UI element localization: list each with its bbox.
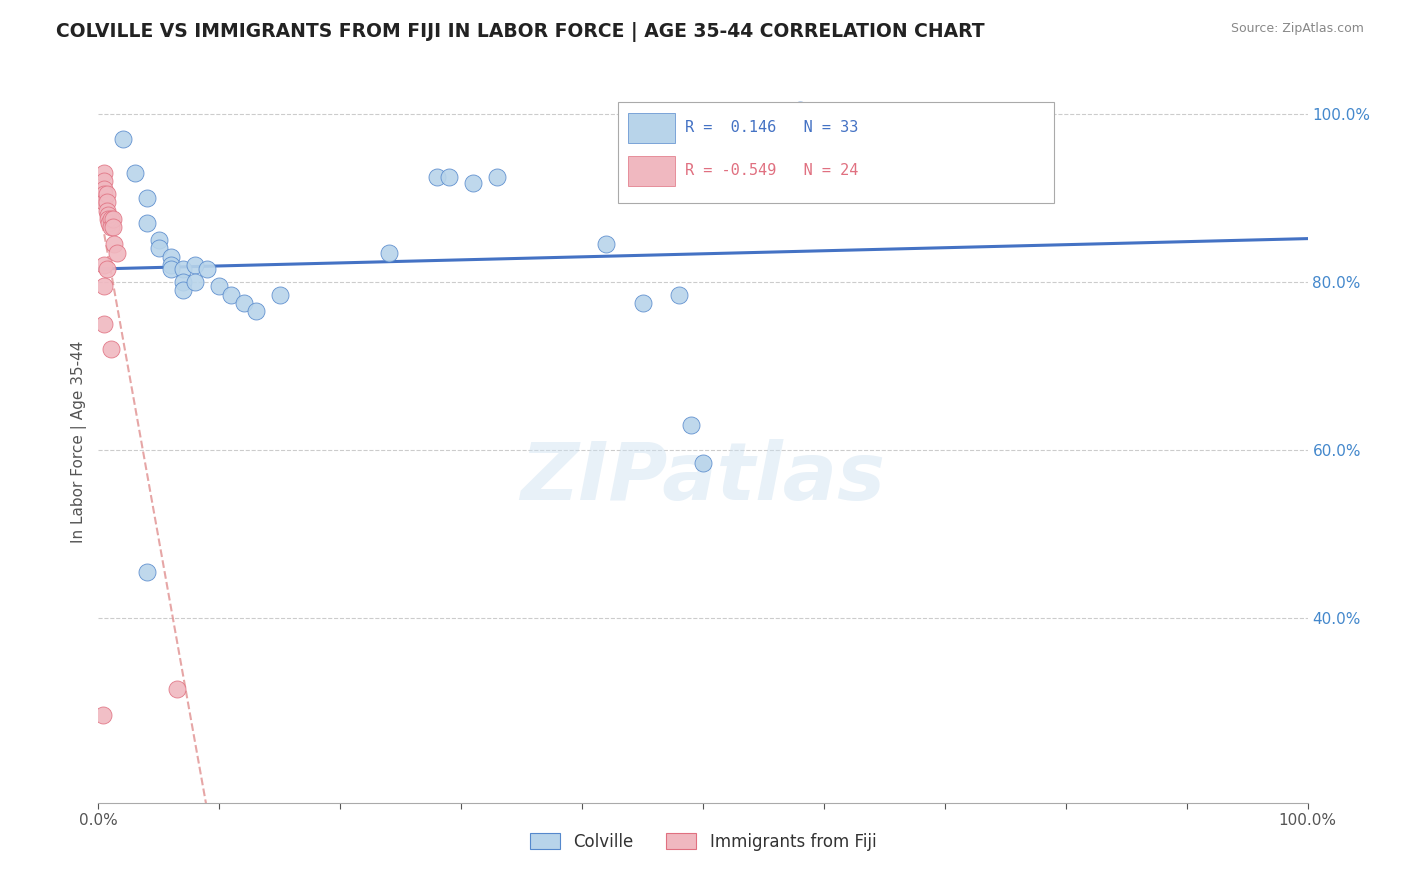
Point xyxy=(486,169,509,184)
Point xyxy=(221,287,243,301)
Point xyxy=(172,262,194,277)
Point xyxy=(166,682,188,697)
Text: R = -0.549   N = 24: R = -0.549 N = 24 xyxy=(685,163,858,178)
Point xyxy=(96,203,118,218)
Point xyxy=(96,262,118,277)
Point xyxy=(98,216,121,230)
Point xyxy=(97,211,120,226)
Point xyxy=(91,707,114,722)
Point xyxy=(93,317,115,331)
Point xyxy=(148,241,170,255)
FancyBboxPatch shape xyxy=(619,102,1053,203)
Point xyxy=(195,262,218,277)
Point xyxy=(692,456,714,470)
Point xyxy=(377,245,399,260)
Point xyxy=(93,166,115,180)
Point xyxy=(105,245,128,260)
Point xyxy=(232,296,254,310)
Point xyxy=(93,186,115,201)
Point xyxy=(463,176,485,190)
Point xyxy=(160,250,183,264)
Point xyxy=(269,287,291,301)
Point xyxy=(789,103,811,117)
Point xyxy=(679,417,702,432)
Point xyxy=(437,169,460,184)
Point xyxy=(103,237,125,252)
Point xyxy=(135,191,157,205)
Point xyxy=(124,166,146,180)
Point xyxy=(135,565,157,579)
Point xyxy=(135,216,157,230)
Point xyxy=(96,195,118,210)
Text: ZIPatlas: ZIPatlas xyxy=(520,439,886,516)
Point xyxy=(100,220,122,235)
FancyBboxPatch shape xyxy=(628,156,675,186)
Point xyxy=(100,342,122,356)
Point xyxy=(96,186,118,201)
Point xyxy=(100,211,122,226)
Point xyxy=(631,296,654,310)
Point xyxy=(97,208,120,222)
Point xyxy=(184,275,207,289)
Legend: Colville, Immigrants from Fiji: Colville, Immigrants from Fiji xyxy=(522,825,884,860)
Point xyxy=(208,279,231,293)
Point xyxy=(245,304,267,318)
Point xyxy=(111,132,134,146)
Point xyxy=(813,136,835,151)
Text: COLVILLE VS IMMIGRANTS FROM FIJI IN LABOR FORCE | AGE 35-44 CORRELATION CHART: COLVILLE VS IMMIGRANTS FROM FIJI IN LABO… xyxy=(56,22,984,42)
Point xyxy=(93,279,115,293)
Text: Source: ZipAtlas.com: Source: ZipAtlas.com xyxy=(1230,22,1364,36)
Point xyxy=(93,195,115,210)
Point xyxy=(93,174,115,188)
Point xyxy=(426,169,449,184)
Y-axis label: In Labor Force | Age 35-44: In Labor Force | Age 35-44 xyxy=(72,341,87,542)
Point xyxy=(148,233,170,247)
Point xyxy=(101,211,124,226)
Point xyxy=(668,287,690,301)
Point xyxy=(93,258,115,272)
Point xyxy=(595,237,617,252)
FancyBboxPatch shape xyxy=(628,112,675,143)
Point xyxy=(160,262,183,277)
Point xyxy=(101,220,124,235)
Point xyxy=(172,275,194,289)
Point xyxy=(93,182,115,196)
Point xyxy=(160,258,183,272)
Point xyxy=(184,258,207,272)
Text: R =  0.146   N = 33: R = 0.146 N = 33 xyxy=(685,120,858,135)
Point xyxy=(172,283,194,297)
